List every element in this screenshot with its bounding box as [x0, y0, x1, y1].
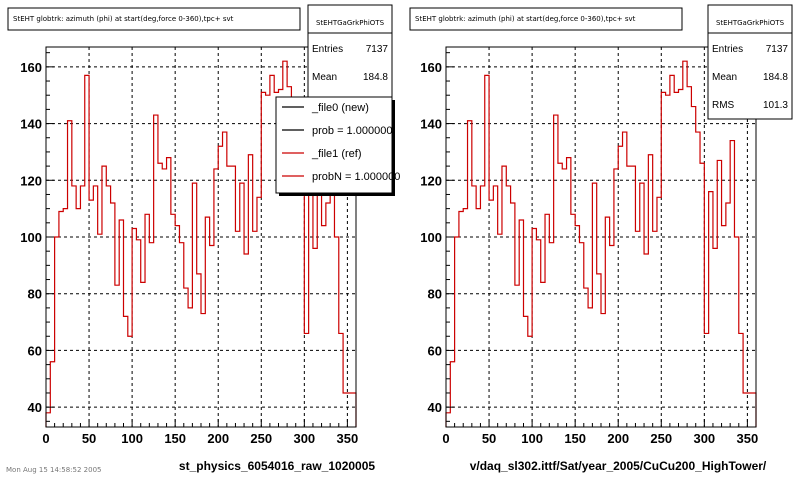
- x-tick-label: 250: [250, 431, 272, 446]
- x-tick-label: 150: [564, 431, 586, 446]
- x-tick-label: 0: [42, 431, 49, 446]
- stats-value: 184.8: [363, 72, 388, 83]
- stats-value: 184.8: [763, 72, 788, 83]
- y-tick-label: 100: [420, 230, 442, 245]
- stats-box: [707, 4, 793, 120]
- legend-entry-label: _file0 (new): [311, 102, 369, 114]
- chart-title: StEHT globtrk: azimuth (phi) at start(de…: [415, 15, 636, 23]
- y-tick-label: 160: [20, 60, 42, 75]
- y-tick-label: 100: [20, 230, 42, 245]
- x-tick-label: 350: [337, 431, 359, 446]
- title-box: [409, 7, 683, 31]
- x-tick-label: 300: [293, 431, 315, 446]
- x-tick-label: 50: [82, 431, 96, 446]
- stats-value: 7137: [366, 44, 389, 55]
- y-tick-label: 80: [28, 287, 42, 302]
- stats-value: 7137: [766, 44, 789, 55]
- x-tick-label: 0: [442, 431, 449, 446]
- y-tick-label: 60: [428, 343, 442, 358]
- legend: _file0 (new) prob = 1.000000 _file1 (ref) p…: [275, 96, 400, 196]
- stats-label: Entries: [312, 44, 343, 55]
- stats-name: StEHTGaGrkPhiOTS: [316, 19, 385, 27]
- title-box: [7, 7, 301, 31]
- y-tick-label: 160: [420, 60, 442, 75]
- legend-box: [275, 96, 393, 194]
- x-tick-label: 200: [207, 431, 229, 446]
- y-tick-label: 140: [420, 117, 442, 132]
- stats-label: Mean: [712, 72, 737, 83]
- stats-name: StEHTGaGrkPhiOTS: [716, 19, 785, 27]
- footer-timestamp: Mon Aug 15 14:58:52 2005: [6, 466, 102, 474]
- x-tick-label: 300: [693, 431, 715, 446]
- x-tick-label: 200: [607, 431, 629, 446]
- histogram-series-line: [445, 60, 757, 427]
- legend-entry-label: _file1 (ref): [311, 148, 362, 160]
- y-tick-label: 40: [28, 400, 42, 415]
- chart-panel-1: 0 50 100 150 200 250 300 350 40 60 80 100 120 140 160 s…: [7, 4, 393, 473]
- chart-panel-2: 0 50 100 150 200 250 300 350 40 60 80 100 120 140 160 v…: [409, 4, 793, 473]
- y-tick-label: 140: [20, 117, 42, 132]
- x-axis-label: st_physics_6054016_raw_1020005: [179, 459, 375, 473]
- x-tick-label: 250: [650, 431, 672, 446]
- y-tick-label: 120: [20, 173, 42, 188]
- legend-entry-label: prob = 1.000000: [312, 125, 392, 137]
- y-tick-label: 120: [420, 173, 442, 188]
- x-tick-label: 50: [482, 431, 496, 446]
- stats-value: 101.3: [763, 100, 788, 111]
- x-axis-label: v/daq_sl302.ittf/Sat/year_2005/CuCu200_H…: [470, 459, 767, 473]
- stats-label: Entries: [712, 44, 743, 55]
- x-tick-label: 150: [164, 431, 186, 446]
- chart-title: StEHT globtrk: azimuth (phi) at start(de…: [13, 15, 234, 23]
- stats-label: RMS: [712, 100, 735, 111]
- y-tick-label: 40: [428, 400, 442, 415]
- stats-label: Mean: [312, 72, 337, 83]
- x-tick-label: 350: [737, 431, 759, 446]
- x-tick-label: 100: [521, 431, 543, 446]
- y-tick-label: 80: [428, 287, 442, 302]
- legend-entry-label: probN = 1.000000: [312, 171, 400, 183]
- y-tick-label: 60: [28, 343, 42, 358]
- x-tick-label: 100: [121, 431, 143, 446]
